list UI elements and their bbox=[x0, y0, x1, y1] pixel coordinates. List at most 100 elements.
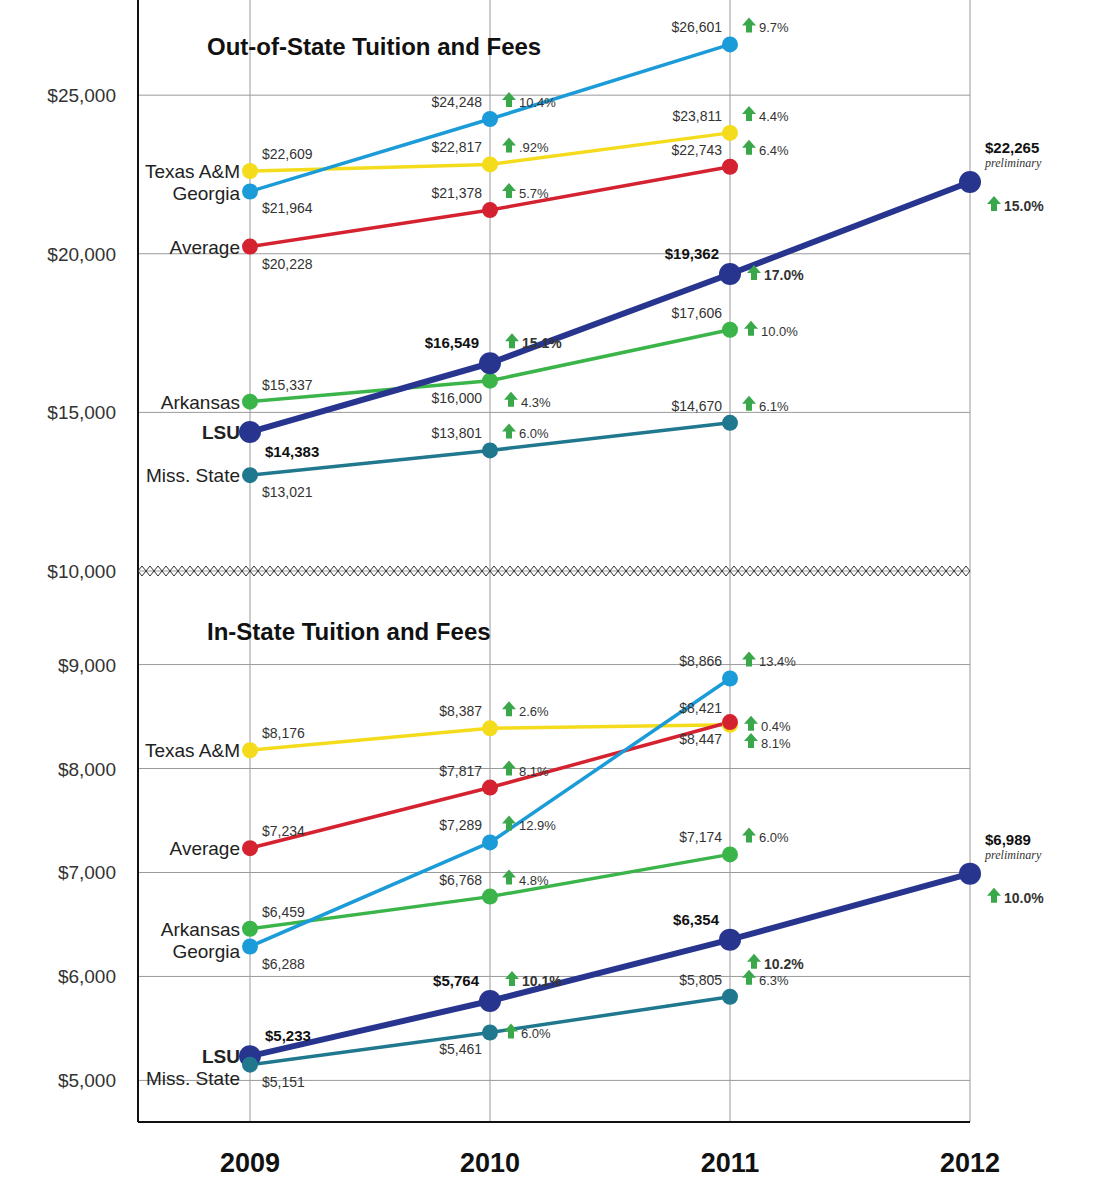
series-marker bbox=[242, 163, 258, 179]
series-marker bbox=[239, 421, 261, 443]
grid-line-x bbox=[250, 0, 251, 571]
data-label: $14,670 bbox=[671, 398, 722, 414]
plot-marks bbox=[239, 36, 981, 483]
legend-label: Texas A&M bbox=[145, 740, 240, 761]
x-tick-label: 2009 bbox=[220, 1148, 280, 1178]
legend-label: Georgia bbox=[172, 941, 240, 962]
data-label: $22,817 bbox=[431, 139, 482, 155]
x-tick-label: 2010 bbox=[460, 1148, 520, 1178]
grid-line-x bbox=[970, 571, 971, 1122]
series-marker bbox=[959, 171, 981, 193]
data-label: $15,337 bbox=[262, 377, 313, 393]
y-tick-label: $10,000 bbox=[47, 561, 116, 582]
grid bbox=[138, 0, 970, 571]
change-arrow bbox=[502, 701, 516, 716]
change-label: 6.3% bbox=[759, 973, 789, 988]
change-label: 10.0% bbox=[761, 324, 798, 339]
data-label: $7,174 bbox=[679, 829, 722, 845]
data-label: $7,817 bbox=[439, 763, 482, 779]
change-label: 6.0% bbox=[521, 1026, 551, 1041]
data-label: $20,228 bbox=[262, 256, 313, 272]
change-arrow bbox=[747, 265, 761, 280]
series-marker bbox=[482, 202, 498, 218]
data-label: $8,176 bbox=[262, 725, 305, 741]
data-label: $14,383 bbox=[265, 443, 319, 460]
y-tick-label: $7,000 bbox=[58, 862, 116, 883]
data-note: preliminary bbox=[984, 156, 1042, 170]
change-arrow bbox=[742, 396, 756, 411]
change-label: 10.4% bbox=[519, 95, 556, 110]
data-label: $13,801 bbox=[431, 425, 482, 441]
change-label: 4.4% bbox=[759, 109, 789, 124]
data-label: $8,866 bbox=[679, 653, 722, 669]
series-line bbox=[250, 722, 730, 848]
series-marker bbox=[482, 373, 498, 389]
data-note: preliminary bbox=[984, 848, 1042, 862]
change-arrow bbox=[504, 392, 518, 407]
data-label: $24,248 bbox=[431, 94, 482, 110]
data-label: $21,378 bbox=[431, 185, 482, 201]
data-label: $7,234 bbox=[262, 823, 305, 839]
change-label: 10.0% bbox=[1004, 890, 1044, 906]
y-tick-label: $20,000 bbox=[47, 244, 116, 265]
series-marker bbox=[482, 780, 498, 796]
labels: $22,609$22,817.92%$23,8114.4%$21,964$24,… bbox=[262, 17, 1044, 500]
change-label: 6.0% bbox=[519, 426, 549, 441]
data-label: $22,609 bbox=[262, 146, 313, 162]
change-arrow bbox=[502, 92, 516, 107]
series-marker bbox=[242, 183, 258, 199]
change-arrow bbox=[502, 183, 516, 198]
series-marker bbox=[242, 394, 258, 410]
series-marker bbox=[242, 840, 258, 856]
data-label: $5,461 bbox=[439, 1041, 482, 1057]
change-arrow bbox=[747, 954, 761, 969]
data-label: $5,805 bbox=[679, 972, 722, 988]
change-arrow bbox=[502, 815, 516, 830]
series-line bbox=[250, 423, 730, 475]
change-label: 6.0% bbox=[759, 830, 789, 845]
change-arrow bbox=[744, 733, 758, 748]
change-arrow bbox=[744, 321, 758, 336]
legend-label: LSU bbox=[202, 422, 240, 443]
data-label: $5,233 bbox=[265, 1027, 311, 1044]
change-label: 12.9% bbox=[519, 818, 556, 833]
series-marker bbox=[242, 239, 258, 255]
series-marker bbox=[719, 929, 741, 951]
change-arrow bbox=[502, 870, 516, 885]
change-arrow bbox=[742, 827, 756, 842]
legend-label: Arkansas bbox=[161, 392, 240, 413]
chart-title: Out-of-State Tuition and Fees bbox=[207, 33, 541, 60]
data-label: $21,964 bbox=[262, 200, 313, 216]
series-marker bbox=[482, 1024, 498, 1040]
grid-line-x bbox=[970, 0, 971, 571]
legend-label: Georgia bbox=[172, 183, 240, 204]
y-tick-label: $8,000 bbox=[58, 759, 116, 780]
x-tick-label: 2011 bbox=[701, 1148, 760, 1178]
series-marker bbox=[242, 467, 258, 483]
change-label: 10.2% bbox=[764, 956, 804, 972]
change-label: 15.0% bbox=[1004, 198, 1044, 214]
chart-panel: $5,000$6,000$7,000$8,000$9,0002009201020… bbox=[58, 571, 1044, 1178]
chart-panel: $10,000$15,000$20,000$25,000Out-of-State… bbox=[47, 0, 1044, 582]
series-marker bbox=[722, 36, 738, 52]
legend-label: Miss. State bbox=[146, 465, 240, 486]
series-marker bbox=[482, 156, 498, 172]
data-label: $7,289 bbox=[439, 817, 482, 833]
data-label: $6,768 bbox=[439, 872, 482, 888]
grid-line-x bbox=[730, 0, 731, 571]
series-marker bbox=[242, 1057, 258, 1073]
change-label: 8.1% bbox=[761, 736, 791, 751]
change-label: 0.4% bbox=[761, 719, 791, 734]
series-marker bbox=[722, 415, 738, 431]
change-label: 9.7% bbox=[759, 20, 789, 35]
series-line bbox=[250, 167, 730, 247]
series-marker bbox=[482, 720, 498, 736]
series-marker bbox=[722, 159, 738, 175]
data-label: $5,764 bbox=[433, 972, 480, 989]
data-label: $19,362 bbox=[665, 245, 719, 262]
y-axis-line bbox=[137, 571, 139, 1122]
data-label: $16,549 bbox=[425, 334, 479, 351]
series-line bbox=[250, 330, 730, 402]
chart-title: In-State Tuition and Fees bbox=[207, 618, 491, 645]
series-marker bbox=[959, 863, 981, 885]
